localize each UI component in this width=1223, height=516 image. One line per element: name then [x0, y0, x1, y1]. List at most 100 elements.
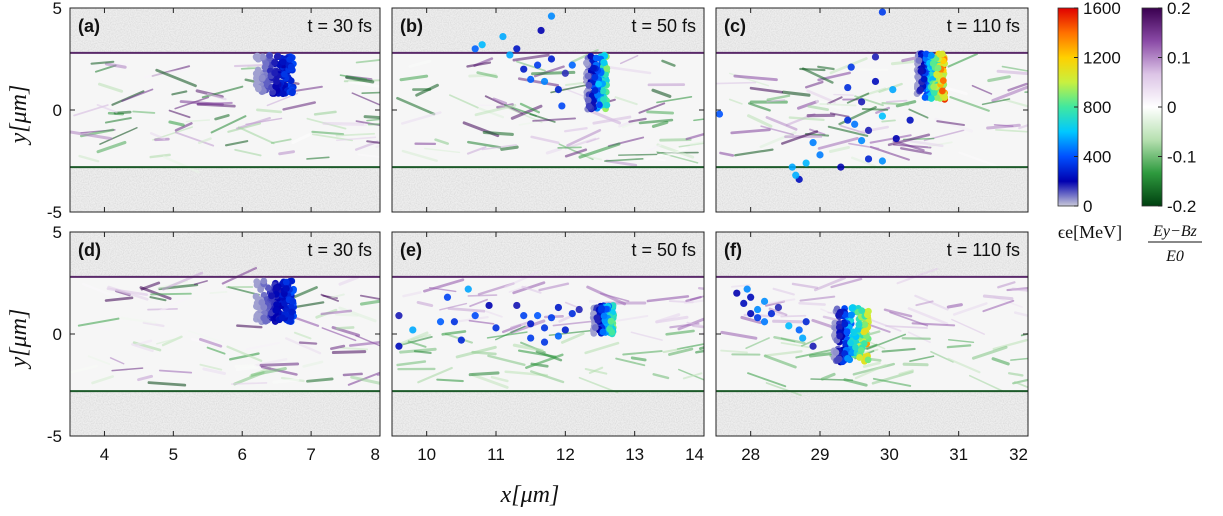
x-tick-label: 8 [371, 445, 380, 464]
wake-streak [197, 137, 212, 145]
electron-point [471, 312, 479, 320]
colorbar-tick-label: -0.2 [1167, 197, 1196, 216]
panel-label: (c) [724, 16, 746, 36]
electron-point [537, 26, 545, 35]
wake-streak [622, 350, 663, 356]
wake-streak [946, 303, 963, 309]
wake-streak [820, 372, 836, 381]
wake-streak [187, 330, 224, 344]
wake-streak [763, 354, 797, 369]
wake-streak [652, 373, 670, 380]
wake-streak [154, 137, 170, 142]
wake-streak [902, 362, 929, 367]
wake-streak [804, 80, 824, 89]
wake-streak [607, 65, 652, 75]
wake-streak [519, 102, 540, 114]
wake-streak [500, 145, 519, 151]
wake-streak [490, 375, 509, 383]
wake-streak [618, 153, 658, 156]
electron-point [492, 324, 500, 332]
wake-streak [991, 357, 1010, 366]
wake-streak [441, 330, 467, 336]
electron-point [584, 96, 592, 104]
wake-streak [801, 336, 823, 347]
wake-streak [235, 365, 259, 372]
wake-streak [766, 99, 786, 103]
panel-e-plot-area [392, 232, 704, 436]
electron-point [273, 78, 280, 86]
wake-streak [206, 92, 227, 101]
wake-streak [179, 100, 224, 106]
wake-streak [158, 369, 193, 374]
electron-point [858, 137, 866, 145]
wake-streak [335, 132, 376, 137]
colorbar-tick-label: 0 [1167, 98, 1176, 117]
wake-streak [949, 96, 990, 112]
wake-streak [760, 125, 794, 136]
electron-point [754, 305, 762, 314]
panel-time: t = 30 fs [307, 16, 372, 36]
wake-streak [697, 286, 704, 291]
wake-streak [399, 74, 429, 82]
electron-point [851, 120, 859, 128]
electron-point [855, 321, 863, 329]
electron-point [600, 59, 608, 67]
wake-streak [915, 300, 934, 307]
electron-point [409, 326, 417, 334]
wake-streak [952, 302, 988, 316]
wake-streak [780, 314, 807, 318]
wake-streak [869, 134, 912, 144]
electron-point [716, 110, 724, 118]
wake-streak [407, 340, 427, 348]
electron-point [834, 356, 841, 364]
energy-colorbar: 1600 1200 800 400 0 ϵe[MeV] [1057, 0, 1122, 242]
panel-label: (d) [78, 240, 101, 260]
wake-streak [538, 282, 570, 292]
electron-point [858, 98, 866, 106]
electron-point [871, 77, 880, 86]
wake-streak [330, 344, 346, 351]
electron-point [847, 339, 854, 347]
wake-streak [428, 286, 457, 293]
wake-streak [235, 116, 271, 130]
electron-point [733, 289, 741, 297]
electron-point [395, 342, 403, 350]
electron-point [934, 64, 942, 72]
wake-streak [469, 298, 488, 308]
field-colorbar-label-numerator: Ey−Bz [1152, 223, 1197, 240]
wake-streak [991, 85, 1028, 103]
wake-streak [517, 349, 557, 358]
wake-streak [861, 108, 889, 111]
wake-streak [131, 343, 154, 353]
wake-streak [77, 317, 120, 327]
wake-streak [70, 130, 113, 141]
electron-point [278, 314, 286, 322]
electron-point [588, 92, 596, 100]
electron-point [282, 278, 290, 286]
wake-streak [685, 132, 704, 141]
electron-point [809, 139, 817, 147]
wake-streak [887, 133, 931, 147]
wake-streak [525, 353, 564, 369]
colorbar-tick-label: 800 [1083, 98, 1111, 117]
panels-group: (a) t = 30 fs 5 0 -5 (b) t = 50 fs (c) t = 110 f… [47, 0, 1029, 464]
wake-streak [410, 333, 432, 341]
panel-e: (e) t = 50 fs 10 11 12 13 14 [391, 231, 705, 464]
electron-point [607, 317, 615, 325]
panel-label: (f) [724, 240, 742, 260]
wake-streak [408, 59, 432, 68]
wake-streak [137, 374, 153, 382]
wake-streak [221, 266, 258, 285]
electron-point [595, 80, 602, 88]
wake-streak [788, 116, 825, 122]
electron-point [841, 320, 849, 328]
electron-point [499, 32, 507, 41]
electron-point [864, 311, 871, 319]
wake-streak [345, 75, 375, 84]
wake-streak [683, 299, 704, 305]
electron-point [774, 303, 783, 312]
wake-streak [1013, 311, 1028, 317]
wake-streak [564, 148, 588, 158]
wake-streak [521, 285, 542, 294]
